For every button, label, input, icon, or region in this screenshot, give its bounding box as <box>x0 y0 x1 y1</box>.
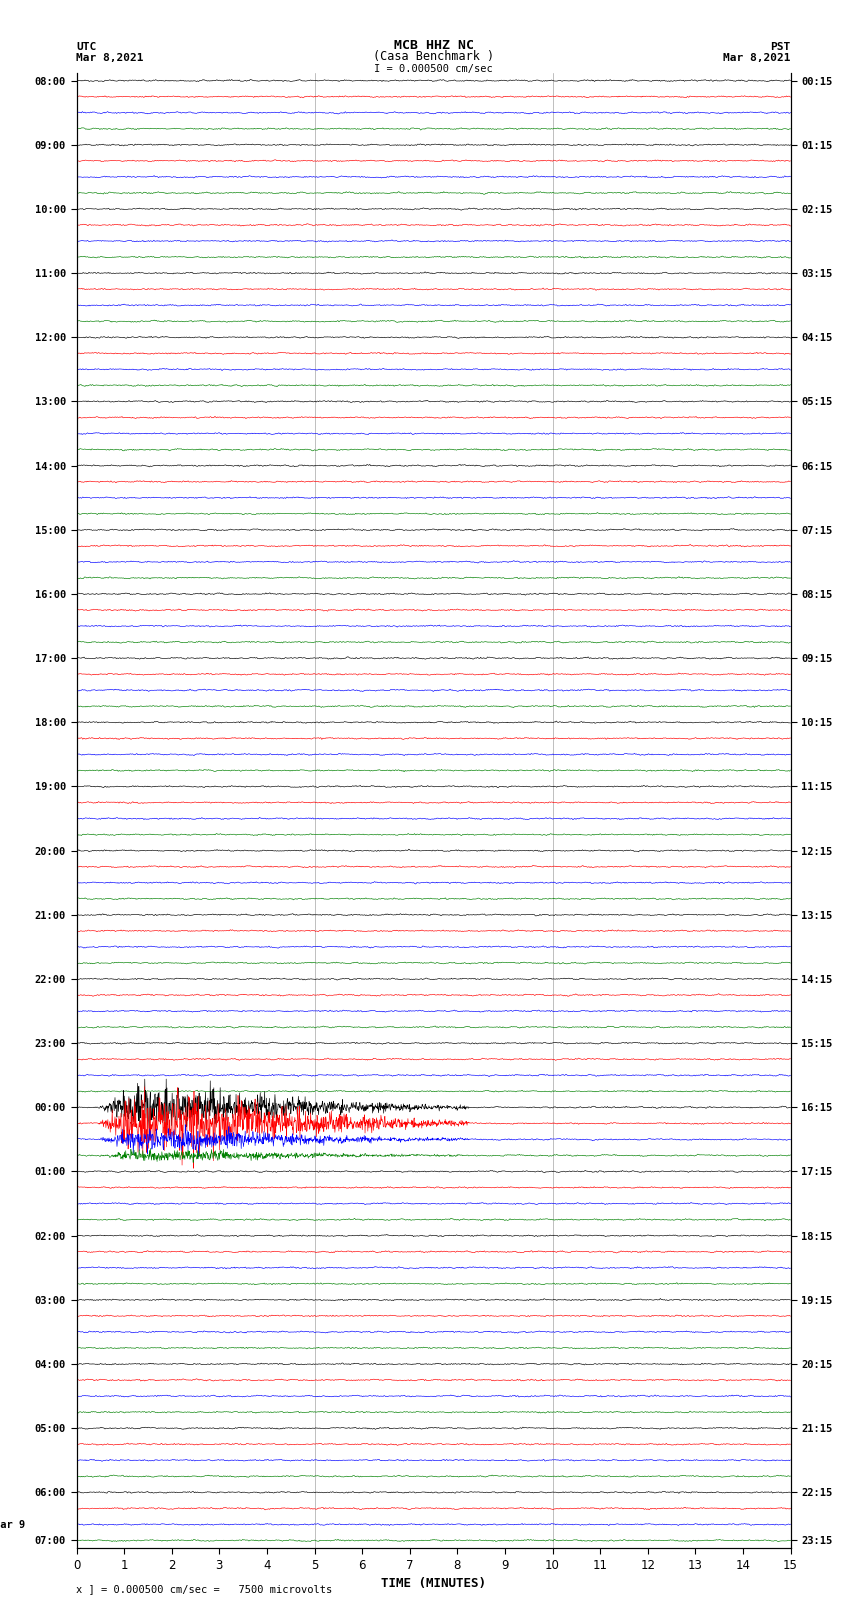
Text: MCB HHZ NC: MCB HHZ NC <box>394 39 473 52</box>
Text: I = 0.000500 cm/sec: I = 0.000500 cm/sec <box>374 65 493 74</box>
Text: x ] = 0.000500 cm/sec =   7500 microvolts: x ] = 0.000500 cm/sec = 7500 microvolts <box>76 1584 332 1594</box>
Text: PST: PST <box>770 42 790 52</box>
X-axis label: TIME (MINUTES): TIME (MINUTES) <box>381 1578 486 1590</box>
Text: (Casa Benchmark ): (Casa Benchmark ) <box>373 50 494 63</box>
Text: Mar 8,2021: Mar 8,2021 <box>76 53 144 63</box>
Text: Mar 9: Mar 9 <box>0 1519 25 1529</box>
Text: UTC: UTC <box>76 42 97 52</box>
Text: Mar 8,2021: Mar 8,2021 <box>723 53 791 63</box>
